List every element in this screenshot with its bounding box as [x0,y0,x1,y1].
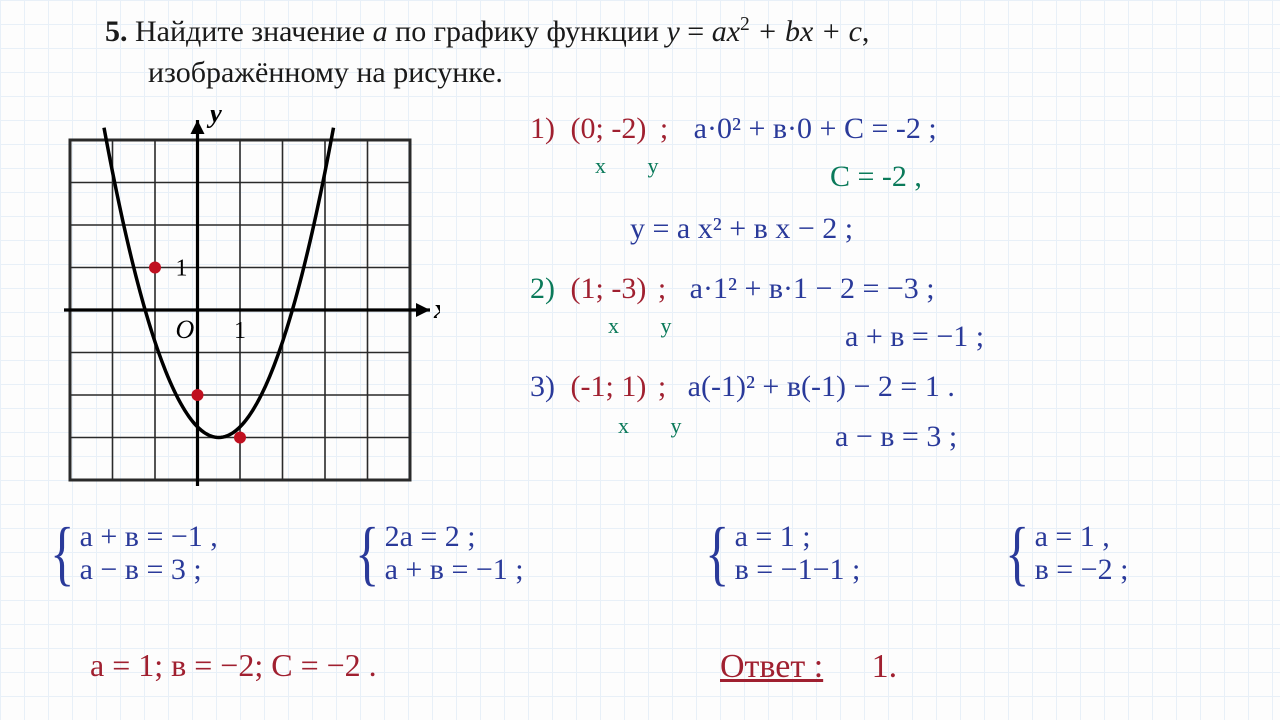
t2: a [373,15,388,48]
s3e: a(-1)² + в(-1) − 2 = 1 . [688,370,955,403]
ans-label: Ответ : [720,648,823,685]
system-2: { 2a = 2 ; a + в = −1 ; [350,520,524,586]
step1: 1) (0; -2) ; a·0² + в·0 + C = -2 ; [530,112,937,145]
chart: O 1 1 x y [40,110,440,510]
system-3: { a = 1 ; в = −1−1 ; [700,520,860,586]
svg-text:O: O [176,315,195,344]
t1: Найдите значение [135,15,373,48]
fsup: 2 [740,14,750,35]
step1-xy: x y [595,154,677,178]
fax: ax [712,15,740,48]
step3-xy: x y [618,414,700,438]
s3p: (-1; 1) [571,370,647,403]
chart-svg: O 1 1 x y [40,110,440,510]
step2-xy: x y [608,314,690,338]
s2e: a·1² + в·1 − 2 = −3 ; [690,272,935,305]
step2-ab: a + в = −1 ; [845,320,984,353]
fbx: + bx + c [750,15,862,48]
svg-text:1: 1 [176,256,188,282]
ans-val: 1. [872,648,898,685]
s2n: 2) [530,272,555,305]
t: изображённому на рисунке. [148,56,503,89]
s3n: 3) [530,370,555,403]
step3-ab: a − в = 3 ; [835,420,957,453]
num: 5. [105,15,128,48]
step1-y: y = a x² + в x − 2 ; [630,212,853,245]
problem-number: 5. Найдите значение a по графику функции… [105,12,869,53]
s1p: (0; -2) [571,112,647,145]
feq: = [680,15,712,48]
answer: Ответ : 1. [720,648,897,685]
step1-c: C = -2 , [830,160,922,193]
s2p: (1; -3) [571,272,647,305]
system-4: { a = 1 , в = −2 ; [1000,520,1128,586]
s1e: a·0² + в·0 + C = -2 ; [694,112,937,145]
system-1: { a + в = −1 , a − в = 3 ; [45,520,218,586]
final-abc: a = 1; в = −2; C = −2 . [90,648,377,683]
s1n: 1) [530,112,555,145]
fc: , [862,15,870,48]
step2: 2) (1; -3) ; a·1² + в·1 − 2 = −3 ; [530,272,935,305]
svg-text:1: 1 [234,318,246,344]
fy: y [666,15,679,48]
problem-line2: изображённому на рисунке. [148,53,503,94]
t3: по графику функции [388,15,667,48]
step3: 3) (-1; 1) ; a(-1)² + в(-1) − 2 = 1 . [530,370,955,403]
svg-text:x: x [433,294,440,325]
svg-text:y: y [207,110,223,129]
